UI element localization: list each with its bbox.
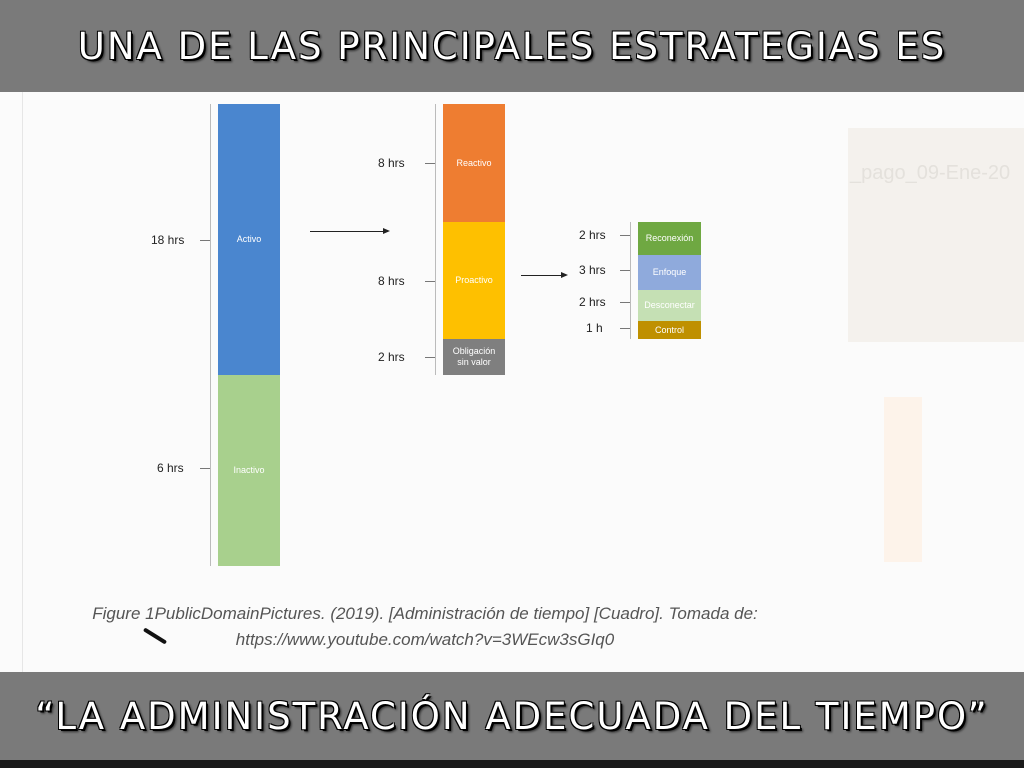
tick-inactivo [200,468,210,469]
hours-desconectar: 2 hrs [579,295,606,309]
box-inactivo-label: Inactivo [233,465,265,475]
hours-proactivo: 8 hrs [378,274,405,288]
box-obligacion: Obligación sin valor [443,339,505,375]
box-proactivo: Proactivo [443,222,505,339]
box-control-label: Control [654,324,684,335]
background-divider [22,92,23,732]
bracket-col3 [630,222,631,339]
box-obligacion-label: Obligación sin valor [452,346,496,367]
hours-activo: 18 hrs [151,233,185,247]
box-proactivo-label: Proactivo [455,275,493,285]
box-desconectar: Desconectar [638,290,701,321]
tick-activo [200,240,210,241]
bracket-col1 [210,104,211,566]
tick-control [620,328,630,329]
tick-reconexion [620,235,630,236]
box-enfoque: Enfoque [638,255,701,290]
hours-inactivo: 6 hrs [157,461,184,475]
box-reactivo: Reactivo [443,104,505,222]
box-desconectar-label: Desconectar [644,300,695,310]
background-image-panel [848,128,1024,342]
bracket-col2 [435,104,436,375]
slide-subtitle: “LA ADMINISTRACIÓN ADECUADA DEL TIEMPO” [35,694,989,738]
tick-proactivo [425,281,435,282]
figure-caption-line1: Figure 1PublicDomainPictures. (2019). [A… [92,604,758,623]
tick-reactivo [425,163,435,164]
box-enfoque-label: Enfoque [652,267,687,277]
box-activo-label: Activo [236,234,262,244]
tick-desconectar [620,302,630,303]
box-control: Control [638,321,701,339]
hours-reactivo: 8 hrs [378,156,405,170]
bottom-strip [0,760,1024,768]
slide-content: _pago_09-Ene-20 Activo Inactivo 18 hrs 6… [0,92,1024,732]
tick-obligacion [425,357,435,358]
box-activo: Activo [218,104,280,375]
arrow-col1-to-col2 [310,228,390,234]
slide-title: UNA DE LAS PRINCIPALES ESTRATEGIAS ES [77,24,947,68]
box-inactivo: Inactivo [218,375,280,566]
box-reconexion: Reconexión [638,222,701,255]
background-orange-bar [884,397,922,562]
background-text: _pago_09-Ene-20 [850,162,1011,184]
tick-enfoque [620,270,630,271]
subtitle-banner: “LA ADMINISTRACIÓN ADECUADA DEL TIEMPO” [0,672,1024,760]
hours-obligacion: 2 hrs [378,350,405,364]
box-reactivo-label: Reactivo [456,157,492,168]
figure-caption-line2: https://www.youtube.com/watch?v=3WEcw3sG… [235,630,615,649]
title-banner: UNA DE LAS PRINCIPALES ESTRATEGIAS ES [0,0,1024,92]
arrow-col2-to-col3 [521,272,568,278]
hours-enfoque: 3 hrs [579,263,606,277]
hours-reconexion: 2 hrs [579,228,606,242]
hours-control: 1 h [586,321,603,335]
box-reconexion-label: Reconexión [645,233,694,243]
